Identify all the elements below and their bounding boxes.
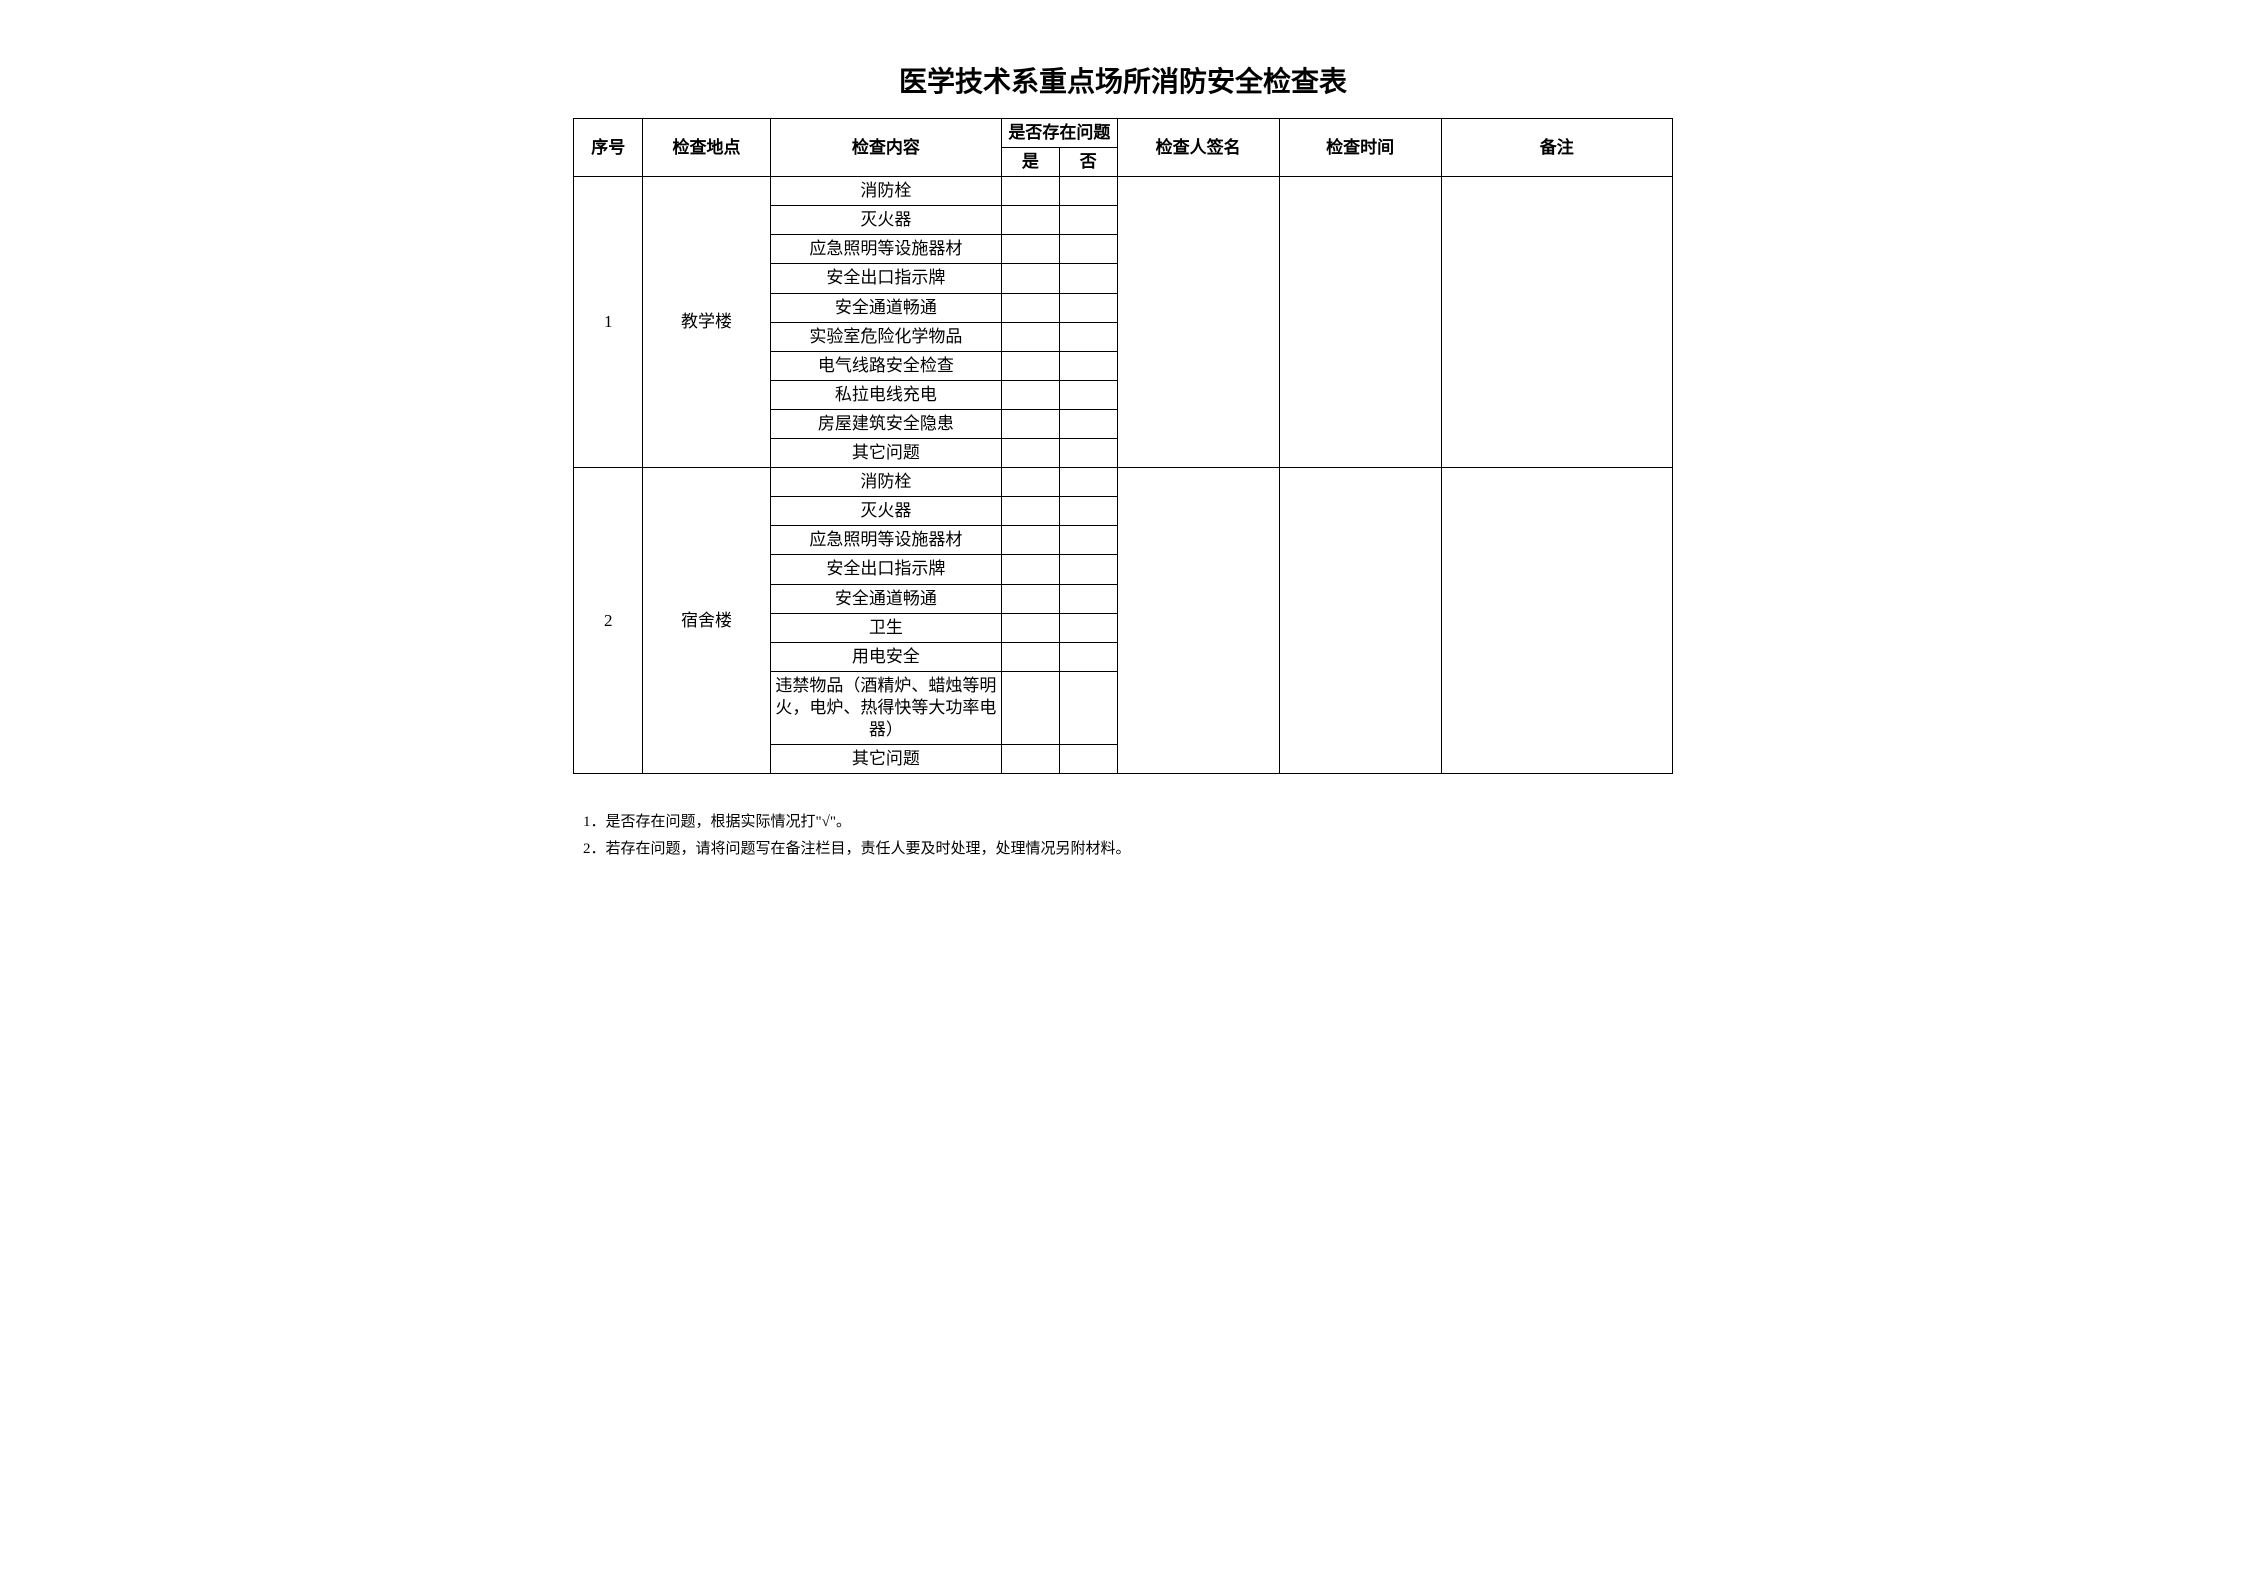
cell-yes [1002, 293, 1060, 322]
cell-no [1059, 351, 1117, 380]
cell-content: 安全出口指示牌 [770, 264, 1001, 293]
header-seq: 序号 [574, 119, 643, 177]
cell-yes [1002, 613, 1060, 642]
cell-location: 宿舍楼 [643, 468, 770, 774]
inspection-table: 序号 检查地点 检查内容 是否存在问题 检查人签名 检查时间 备注 是 否 1教… [573, 118, 1673, 774]
header-remark: 备注 [1441, 119, 1672, 177]
cell-yes [1002, 526, 1060, 555]
cell-signature [1117, 468, 1279, 774]
cell-no [1059, 235, 1117, 264]
cell-content: 灭火器 [770, 497, 1001, 526]
cell-content: 消防栓 [770, 177, 1001, 206]
cell-no [1059, 671, 1117, 744]
cell-content: 电气线路安全检查 [770, 351, 1001, 380]
cell-no [1059, 177, 1117, 206]
cell-yes [1002, 642, 1060, 671]
cell-content: 房屋建筑安全隐患 [770, 409, 1001, 438]
header-content: 检查内容 [770, 119, 1001, 177]
cell-no [1059, 322, 1117, 351]
cell-yes [1002, 555, 1060, 584]
cell-content: 卫生 [770, 613, 1001, 642]
cell-no [1059, 380, 1117, 409]
cell-content: 安全通道畅通 [770, 584, 1001, 613]
page-title: 医学技术系重点场所消防安全检查表 [573, 60, 1673, 100]
cell-no [1059, 468, 1117, 497]
cell-yes [1002, 497, 1060, 526]
table-row: 2宿舍楼消防栓 [574, 468, 1673, 497]
cell-yes [1002, 439, 1060, 468]
cell-yes [1002, 206, 1060, 235]
header-yes: 是 [1002, 148, 1060, 177]
cell-yes [1002, 409, 1060, 438]
cell-content: 违禁物品（酒精炉、蜡烛等明火，电炉、热得快等大功率电器） [770, 671, 1001, 744]
table-row: 1教学楼消防栓 [574, 177, 1673, 206]
cell-no [1059, 206, 1117, 235]
cell-content: 灭火器 [770, 206, 1001, 235]
header-no: 否 [1059, 148, 1117, 177]
cell-content: 应急照明等设施器材 [770, 235, 1001, 264]
header-time: 检查时间 [1279, 119, 1441, 177]
cell-no [1059, 439, 1117, 468]
header-signature: 检查人签名 [1117, 119, 1279, 177]
cell-no [1059, 264, 1117, 293]
header-location: 检查地点 [643, 119, 770, 177]
cell-content: 私拉电线充电 [770, 380, 1001, 409]
cell-no [1059, 555, 1117, 584]
cell-location: 教学楼 [643, 177, 770, 468]
cell-time [1279, 468, 1441, 774]
cell-yes [1002, 235, 1060, 264]
cell-seq: 2 [574, 468, 643, 774]
header-has-issue: 是否存在问题 [1002, 119, 1118, 148]
cell-no [1059, 745, 1117, 774]
cell-yes [1002, 468, 1060, 497]
cell-content: 应急照明等设施器材 [770, 526, 1001, 555]
cell-content: 实验室危险化学物品 [770, 322, 1001, 351]
cell-yes [1002, 351, 1060, 380]
cell-content: 安全通道畅通 [770, 293, 1001, 322]
cell-content: 消防栓 [770, 468, 1001, 497]
footnote-line: 1．是否存在问题，根据实际情况打"√"。 [583, 809, 1673, 836]
cell-yes [1002, 322, 1060, 351]
cell-content: 其它问题 [770, 745, 1001, 774]
cell-no [1059, 409, 1117, 438]
cell-no [1059, 613, 1117, 642]
cell-remark [1441, 177, 1672, 468]
cell-yes [1002, 584, 1060, 613]
cell-remark [1441, 468, 1672, 774]
cell-time [1279, 177, 1441, 468]
cell-yes [1002, 177, 1060, 206]
cell-yes [1002, 671, 1060, 744]
footnotes: 1．是否存在问题，根据实际情况打"√"。2．若存在问题，请将问题写在备注栏目，责… [573, 809, 1673, 863]
cell-signature [1117, 177, 1279, 468]
footnote-line: 2．若存在问题，请将问题写在备注栏目，责任人要及时处理，处理情况另附材料。 [583, 836, 1673, 863]
cell-yes [1002, 745, 1060, 774]
cell-no [1059, 497, 1117, 526]
cell-yes [1002, 380, 1060, 409]
cell-content: 安全出口指示牌 [770, 555, 1001, 584]
cell-content: 用电安全 [770, 642, 1001, 671]
cell-no [1059, 293, 1117, 322]
cell-yes [1002, 264, 1060, 293]
cell-content: 其它问题 [770, 439, 1001, 468]
cell-no [1059, 642, 1117, 671]
cell-no [1059, 526, 1117, 555]
cell-no [1059, 584, 1117, 613]
cell-seq: 1 [574, 177, 643, 468]
